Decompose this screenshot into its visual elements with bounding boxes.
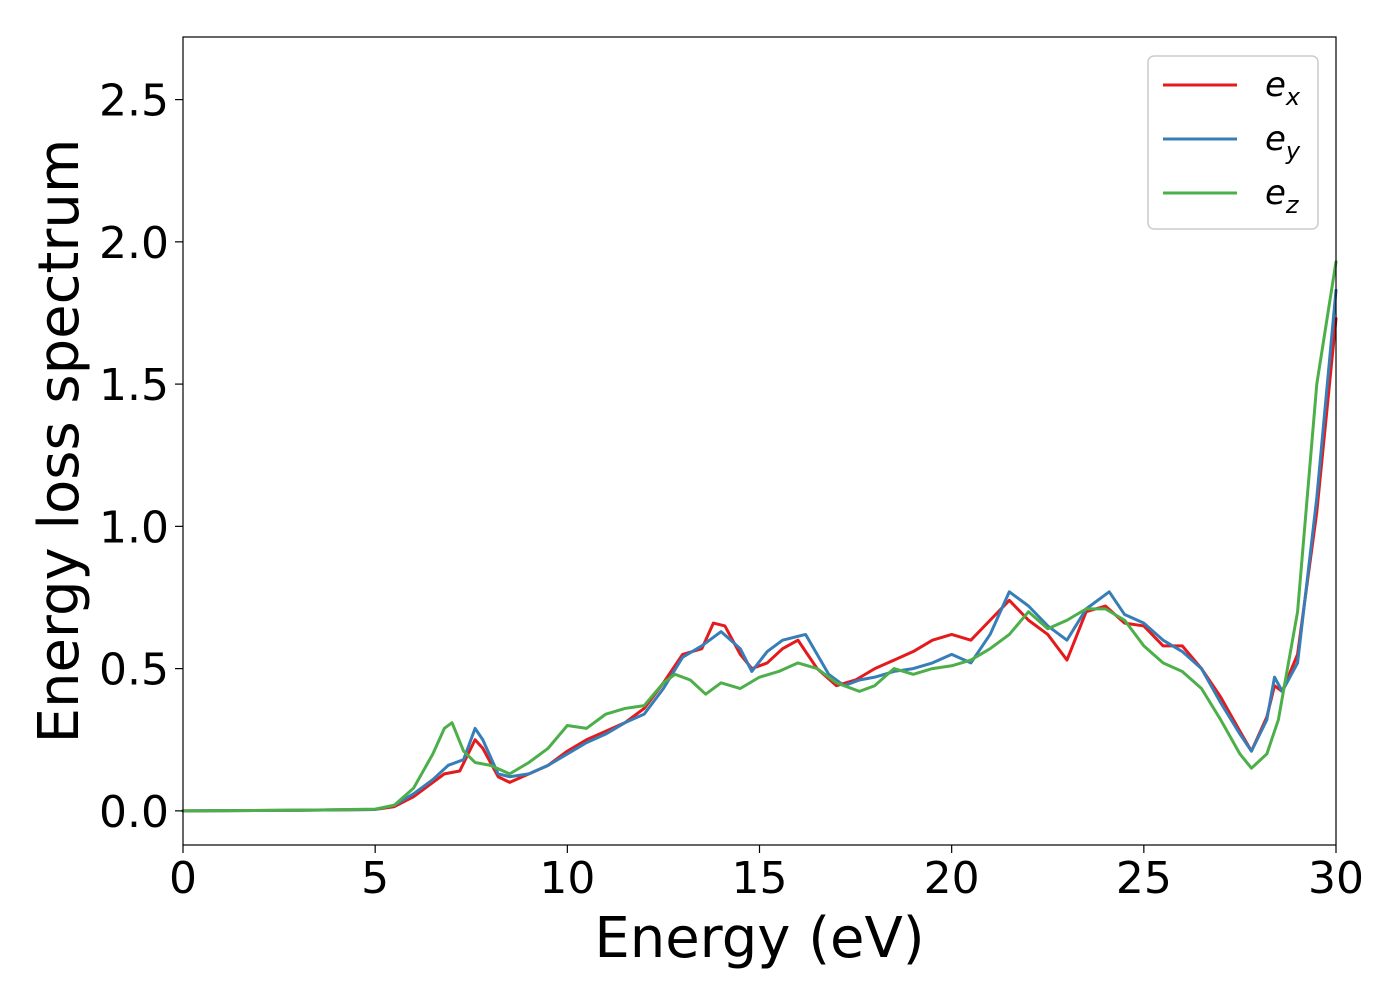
y-tick-label: 1.5 xyxy=(99,360,169,411)
y-axis-label: Energy loss spectrum xyxy=(27,139,92,744)
legend-label-subscript: z xyxy=(1285,191,1300,219)
legend-label-z: ez xyxy=(1265,173,1300,219)
legend-label-x: ex xyxy=(1265,65,1301,111)
y-tick-label: 1.0 xyxy=(99,502,169,553)
legend-label-main: e xyxy=(1265,173,1286,213)
x-tick-label: 20 xyxy=(924,853,980,904)
legend-box xyxy=(1147,55,1319,230)
x-tick-label: 0 xyxy=(169,853,197,904)
y-tick-label: 0.0 xyxy=(99,787,169,838)
y-tick-label: 2.0 xyxy=(99,218,169,269)
series-layer xyxy=(181,260,1338,813)
series-line-y xyxy=(181,288,1338,813)
x-tick-label: 25 xyxy=(1116,853,1172,904)
y-tick-label: 0.5 xyxy=(99,645,169,696)
legend-label-main: e xyxy=(1265,119,1286,159)
series-line-z xyxy=(181,260,1338,813)
y-tick-label: 2.5 xyxy=(99,76,169,127)
x-tick-label: 5 xyxy=(361,853,389,904)
x-tick-label: 30 xyxy=(1308,853,1364,904)
x-tick-label: 15 xyxy=(732,853,788,904)
x-tick-label: 10 xyxy=(539,853,595,904)
x-axis-ticks: 0 5 10 15 20 25 30 xyxy=(169,845,1364,904)
legend-label-subscript: x xyxy=(1285,83,1301,111)
x-axis-label: Energy (eV) xyxy=(594,906,924,971)
y-axis-ticks: 0.0 0.5 1.0 1.5 2.0 2.5 xyxy=(99,76,183,838)
legend-label-main: e xyxy=(1265,65,1286,105)
legend-label-y: ey xyxy=(1265,119,1301,165)
legend-label-subscript: y xyxy=(1285,137,1301,165)
